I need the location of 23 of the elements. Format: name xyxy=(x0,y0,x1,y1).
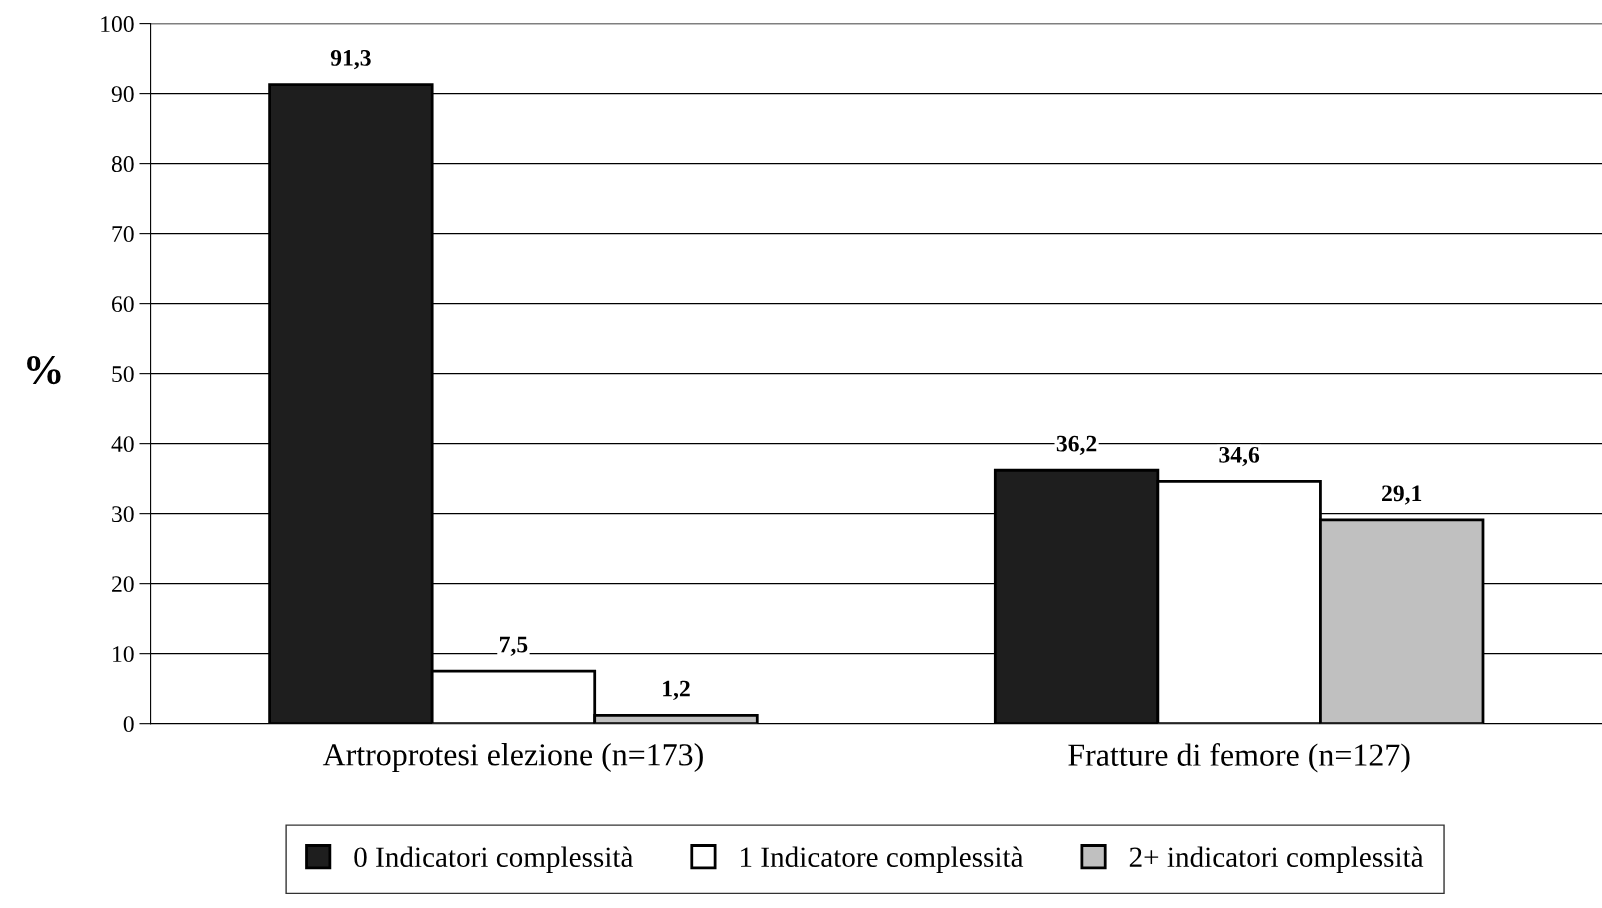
y-tick-label: 50 xyxy=(112,366,134,383)
data-label: 91,3 xyxy=(330,49,371,70)
x-tick-label: Artroprotesi elezione (n=173) xyxy=(322,743,703,773)
legend-label: 2+ indicatori complessità xyxy=(1129,846,1424,873)
legend-label: 0 Indicatori complessità xyxy=(354,846,634,873)
y-tick-label: 70 xyxy=(112,226,134,243)
y-tick-label: 20 xyxy=(112,576,134,593)
y-tick-label: 60 xyxy=(112,296,134,313)
y-axis-title: % xyxy=(27,355,61,385)
y-tick-label: 10 xyxy=(113,646,134,663)
data-label: 36,2 xyxy=(1056,435,1097,455)
y-tick-label: 90 xyxy=(111,86,134,103)
data-label: 7,5 xyxy=(500,636,528,656)
data-label: 34,6 xyxy=(1219,446,1260,467)
y-tick-label: 100 xyxy=(101,16,134,33)
legend-label: 1 Indicatore complessità xyxy=(741,846,1024,873)
x-tick-label: Fratture di femore (n=127) xyxy=(1068,743,1410,773)
y-tick-label: 30 xyxy=(112,506,134,523)
y-tick-label: 80 xyxy=(111,156,134,173)
data-label: 1,2 xyxy=(663,680,690,701)
data-label: 29,1 xyxy=(1382,485,1422,505)
y-tick-label: 40 xyxy=(111,436,134,453)
y-tick-label: 0 xyxy=(123,716,134,733)
